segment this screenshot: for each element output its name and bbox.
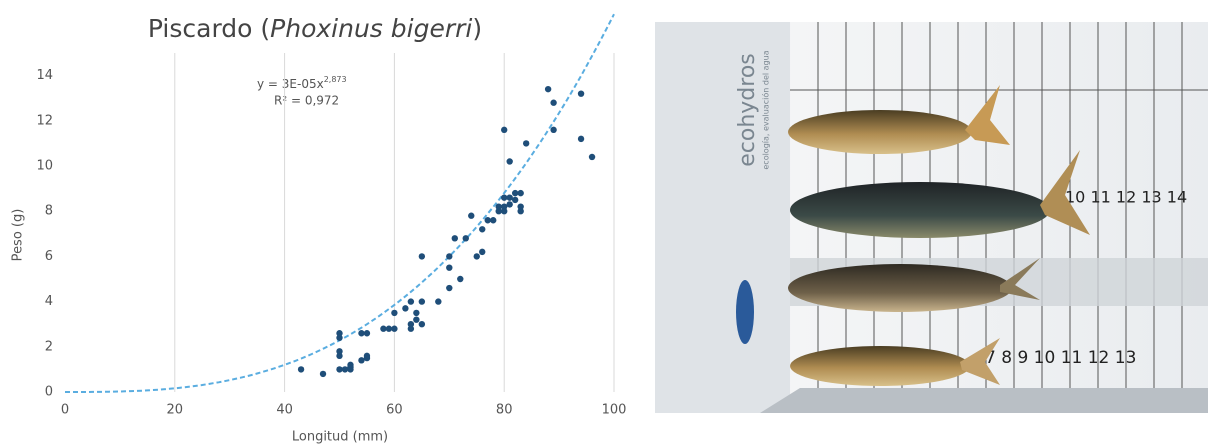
equation-text: y = 3E-05x [257,77,324,91]
point [463,235,469,241]
point [391,326,397,332]
point [342,366,348,372]
point [506,194,512,200]
point [402,305,408,311]
point [419,321,425,327]
r-squared: R² = 0,972 [274,94,339,108]
point [419,298,425,304]
point [501,194,507,200]
point [435,298,441,304]
point [386,326,392,332]
point [517,203,523,209]
point [550,100,556,106]
point [490,217,496,223]
x-axis-label: Longitud (mm) [292,430,388,445]
point [358,330,364,336]
title-part: ) [472,14,482,43]
point [506,201,512,207]
point [408,298,414,304]
point [496,203,502,209]
y-tick-label: 12 [36,113,53,128]
point [364,330,370,336]
point [336,335,342,341]
point [517,190,523,196]
equation: y = 3E-05x2,873 [257,75,347,91]
figure: Piscardo (Phoxinus bigerri) Longitud (mm… [0,0,1208,448]
point [391,310,397,316]
point [512,190,518,196]
point [589,154,595,160]
point [501,127,507,133]
point [320,371,326,377]
photo-brand: ecohydros [735,53,760,167]
x-tick-label: 60 [386,403,403,418]
logo [736,280,754,344]
point [474,253,480,259]
x-tick-label: 80 [496,403,513,418]
page: Piscardo (Phoxinus bigerri) Longitud (mm… [0,0,1208,448]
point [336,353,342,359]
point [479,226,485,232]
point [446,253,452,259]
point [578,90,584,96]
ruler-numbers: 7 8 9 10 11 12 13 [985,348,1136,368]
point [506,158,512,164]
point [298,366,304,372]
point [512,197,518,203]
y-tick-label: 6 [45,249,53,264]
point [413,310,419,316]
point [336,366,342,372]
x-tick-label: 20 [167,403,184,418]
y-tick-label: 4 [45,294,53,309]
point [457,276,463,282]
point [446,265,452,271]
point [545,86,551,92]
point [550,127,556,133]
ruler-numbers: 10 11 12 13 14 [1065,188,1187,207]
point [501,208,507,214]
photo-brand-sub: ecología, evaluación del agua [761,50,771,169]
x-tick-label: 100 [602,403,627,418]
y-tick-label: 8 [45,204,53,219]
title-part: Piscardo ( [148,14,270,43]
x-tick-label: 40 [276,403,293,418]
point [358,357,364,363]
y-axis-label: Peso (g) [11,209,26,262]
photo: ecohydros ecología, evaluación del agua … [655,22,1208,413]
x-tick-label: 0 [61,403,69,418]
point [413,316,419,322]
y-tick-label: 10 [36,159,53,174]
point [485,217,491,223]
point [380,326,386,332]
equation-exponent: 2,873 [324,75,347,84]
point [468,213,474,219]
y-tick-label: 0 [45,385,53,400]
y-tick-label: 14 [36,68,53,83]
y-tick-label: 2 [45,339,53,354]
point [446,285,452,291]
point [347,362,353,368]
point [452,235,458,241]
point [479,249,485,255]
title-part: Phoxinus bigerri [270,14,472,43]
point [419,253,425,259]
point [523,140,529,146]
point [364,355,370,361]
point [408,321,414,327]
chart-title: Piscardo (Phoxinus bigerri) [148,14,482,43]
point [578,136,584,142]
photo-floor [760,388,1208,413]
